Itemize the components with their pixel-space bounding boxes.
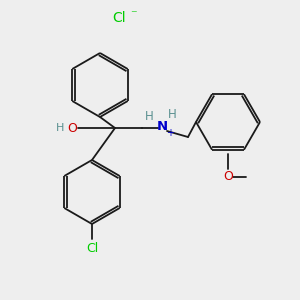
Text: H: H <box>168 109 176 122</box>
Text: O: O <box>67 122 77 134</box>
Text: Cl: Cl <box>86 242 98 254</box>
Text: ⁻: ⁻ <box>130 8 136 22</box>
Text: O: O <box>223 170 233 184</box>
Text: +: + <box>166 128 174 138</box>
Text: H: H <box>56 123 64 133</box>
Text: Cl: Cl <box>112 11 126 25</box>
Text: N: N <box>156 121 168 134</box>
Text: H: H <box>145 110 153 122</box>
